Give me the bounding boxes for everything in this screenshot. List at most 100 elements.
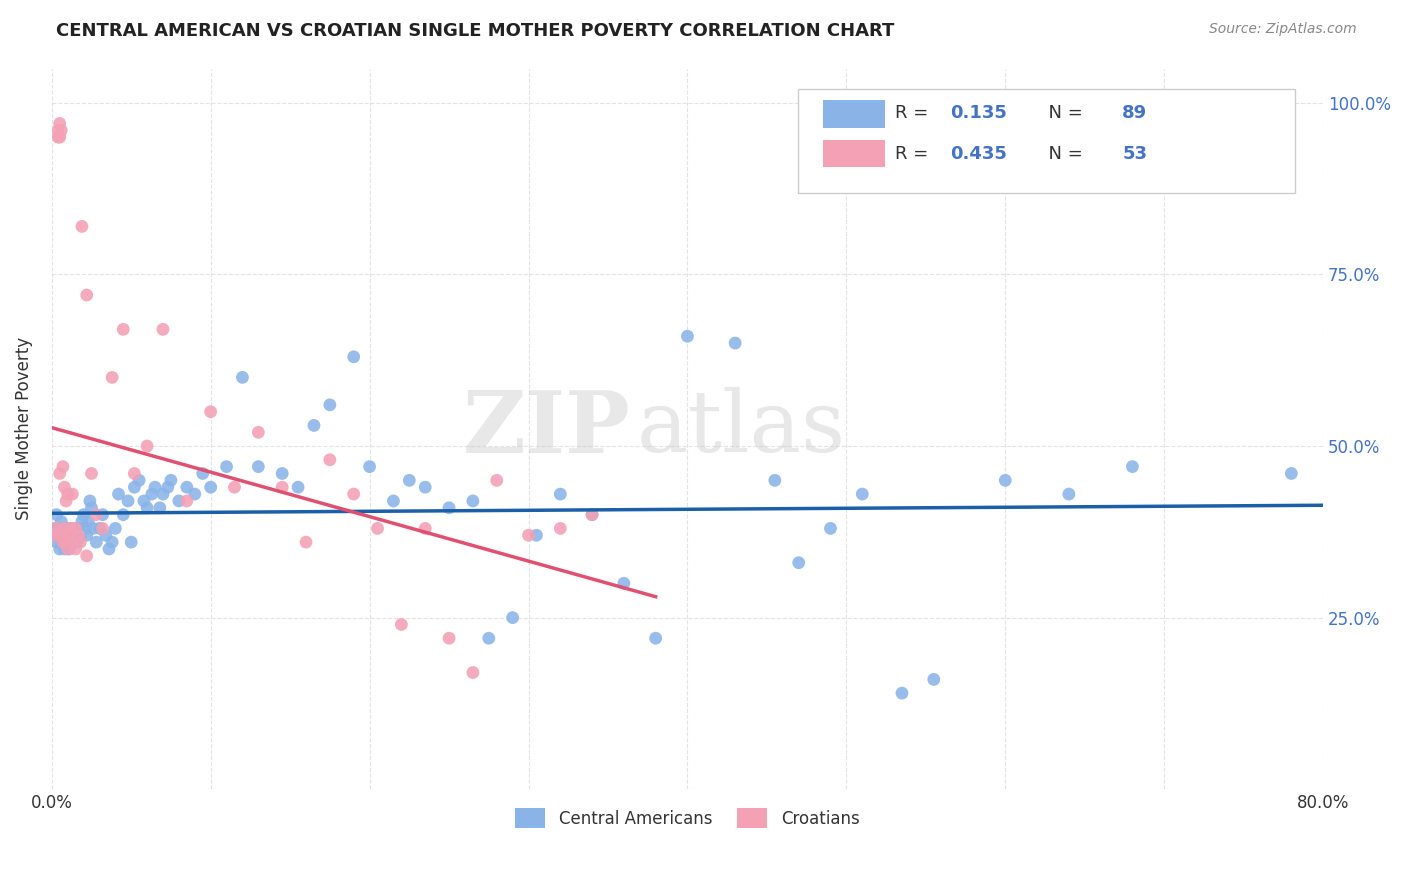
Point (97, 541, 120, 556)
Text: 0.435: 0.435 (950, 145, 1008, 162)
Point (48, 521, 70, 535)
Point (51, 528, 73, 542)
Point (156, 480, 179, 494)
Point (51, 123, 73, 137)
Point (461, 494, 484, 508)
Point (851, 487, 873, 501)
Point (80, 500, 103, 515)
Point (820, 521, 842, 535)
Point (76, 549, 98, 563)
Point (77, 515, 100, 529)
Point (176, 480, 198, 494)
Point (224, 480, 246, 494)
Point (517, 528, 540, 542)
Point (359, 459, 381, 474)
Text: CENTRAL AMERICAN VS CROATIAN SINGLE MOTHER POVERTY CORRELATION CHART: CENTRAL AMERICAN VS CROATIAN SINGLE MOTH… (56, 22, 894, 40)
Point (72, 508, 94, 522)
Point (62, 487, 84, 501)
Point (55, 494, 77, 508)
Point (128, 474, 150, 488)
Point (382, 494, 405, 508)
Point (526, 528, 548, 542)
Point (437, 631, 460, 645)
Point (101, 535, 124, 549)
Y-axis label: Single Mother Poverty: Single Mother Poverty (15, 337, 32, 520)
Point (763, 474, 786, 488)
Point (120, 535, 142, 549)
Point (70, 515, 93, 529)
Point (44, 528, 66, 542)
Point (922, 673, 945, 687)
Point (160, 474, 183, 488)
Point (67, 528, 90, 542)
Text: N =: N = (1038, 104, 1088, 122)
Point (48, 130, 70, 145)
Point (994, 474, 1017, 488)
Point (389, 617, 412, 632)
Point (247, 459, 270, 474)
Point (56, 521, 79, 535)
Text: R =: R = (894, 104, 934, 122)
Point (136, 500, 159, 515)
Point (581, 508, 603, 522)
Point (79, 494, 101, 508)
Point (141, 487, 163, 501)
Point (891, 686, 914, 700)
Point (107, 487, 129, 501)
Point (51, 535, 73, 549)
Point (62, 535, 84, 549)
Point (176, 494, 198, 508)
Point (124, 480, 146, 494)
Point (65, 541, 87, 556)
Point (69, 528, 91, 542)
Point (117, 494, 139, 508)
Point (343, 487, 366, 501)
Point (44, 521, 66, 535)
Point (191, 467, 214, 481)
Point (152, 487, 174, 501)
Bar (824, 100, 884, 128)
Point (55, 535, 77, 549)
Point (91, 521, 114, 535)
Point (1121, 459, 1143, 474)
Point (343, 350, 366, 364)
Bar (824, 140, 884, 168)
Point (398, 474, 420, 488)
Point (53, 521, 76, 535)
Point (56, 487, 79, 501)
Text: 89: 89 (1122, 104, 1147, 122)
Point (70, 219, 93, 234)
Point (45, 521, 67, 535)
Point (581, 508, 603, 522)
Point (69, 535, 91, 549)
Point (413, 480, 436, 494)
Point (152, 322, 174, 336)
Point (478, 631, 501, 645)
Point (437, 500, 460, 515)
Point (76, 528, 98, 542)
Point (167, 494, 190, 508)
Point (53, 480, 76, 494)
Point (65, 521, 87, 535)
Point (48, 467, 70, 481)
Point (58, 528, 80, 542)
Point (45, 508, 67, 522)
Point (58, 541, 80, 556)
Point (295, 535, 318, 549)
Point (89, 521, 111, 535)
Point (184, 487, 207, 501)
Text: 53: 53 (1122, 145, 1147, 162)
Text: R =: R = (894, 145, 934, 162)
Point (319, 398, 342, 412)
Point (52, 459, 75, 474)
Point (367, 521, 389, 535)
Point (67, 521, 90, 535)
Point (613, 576, 636, 591)
Point (215, 459, 238, 474)
Point (46, 123, 69, 137)
Point (287, 480, 309, 494)
Point (65, 528, 87, 542)
Point (101, 370, 124, 384)
Point (724, 336, 747, 351)
Point (104, 521, 127, 535)
